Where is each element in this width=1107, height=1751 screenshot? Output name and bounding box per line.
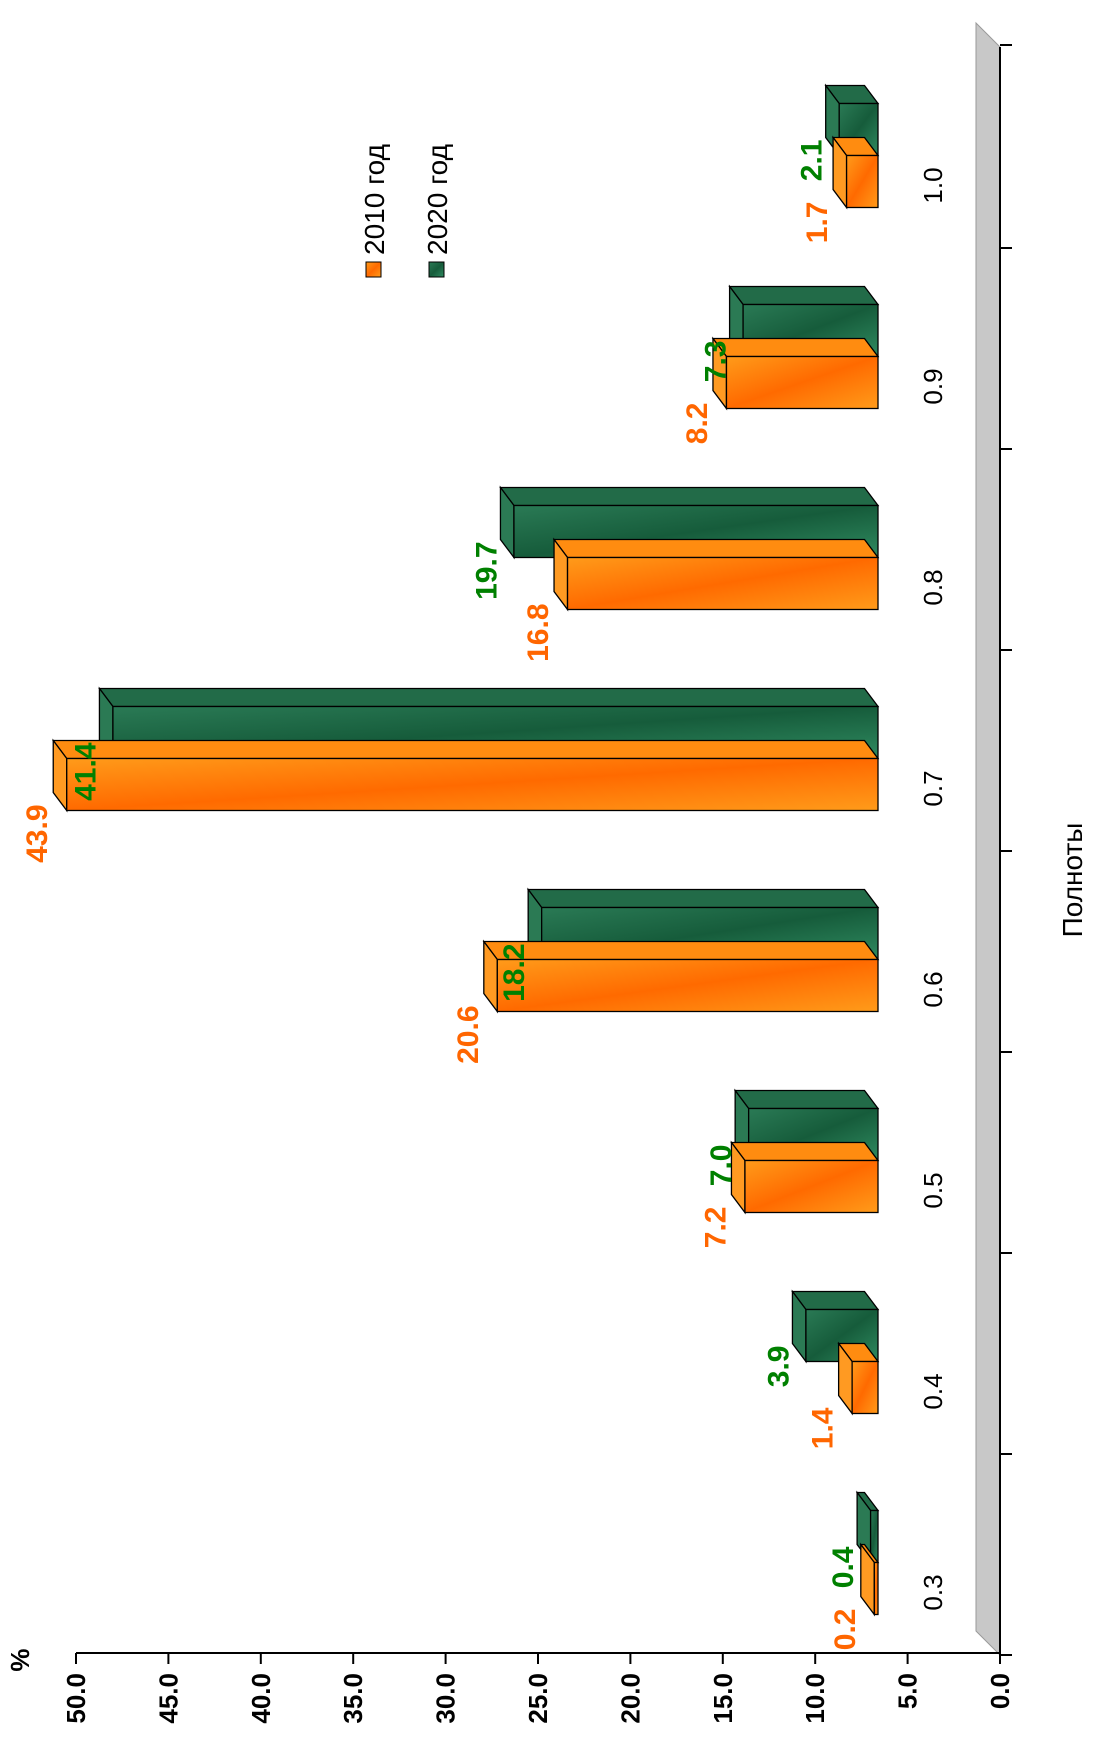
value-ticks: 0.0 5.0 10.0 15.0 20.0 25.0 30.0 35.0 40.0 45.0 50… (61, 1653, 1015, 1724)
value-label-2020: 18.2 (498, 944, 531, 1002)
bar-2020-side (728, 285, 880, 306)
bar-2010-side (552, 538, 880, 559)
value-tick-label: 15.0 (708, 1673, 738, 1724)
category-tick-label: 0.6 (918, 971, 948, 1007)
bar-2010 (831, 135, 880, 210)
value-tick-label: 35.0 (338, 1673, 368, 1724)
value-label-2010: 16.8 (522, 604, 555, 662)
legend: 2010 год 2020 год (359, 144, 453, 278)
legend-label-2020: 2020 год (422, 144, 453, 255)
value-tick-label: 10.0 (800, 1673, 830, 1724)
bar-2010 (482, 939, 880, 1014)
category-tick-label: 1.0 (918, 167, 948, 203)
bar-2010-face (744, 1159, 879, 1214)
legend-swatch-2020 (428, 261, 445, 278)
bar-2010 (730, 1140, 880, 1215)
bar-2020-side (98, 687, 880, 708)
value-label-2020: 19.7 (470, 542, 503, 600)
bar-2010-side (711, 337, 880, 358)
value-label-2010: 0.2 (829, 1609, 862, 1651)
bar-2010-side (730, 1141, 880, 1162)
bar-2010 (552, 537, 880, 612)
bar-2010-face (566, 556, 879, 611)
category-tick-label: 0.7 (918, 770, 948, 806)
bar-2020-side (791, 1290, 880, 1311)
bar-2010-face (851, 1360, 879, 1415)
value-tick-label: 30.0 (431, 1673, 461, 1724)
bar-2010-face (845, 154, 879, 209)
category-tick-label: 0.3 (918, 1574, 948, 1610)
value-label-2020: 7.3 (700, 341, 733, 383)
bar-2010-side (51, 739, 880, 760)
value-label-2010: 43.9 (21, 805, 54, 863)
bar-2010-side (482, 940, 880, 961)
bar-2010 (711, 336, 880, 411)
category-tick-label: 0.8 (918, 569, 948, 605)
category-ticks: 0.3 0.4 0.5 0.6 0.7 0.8 0.9 1.0 (918, 44, 1012, 1656)
value-tick-label: 45.0 (153, 1673, 183, 1724)
value-tick-label: 40.0 (246, 1673, 276, 1724)
value-tick-label: 20.0 (615, 1673, 645, 1724)
value-label-2010: 7.2 (699, 1207, 732, 1249)
value-tick-label: 0.0 (985, 1673, 1015, 1709)
value-label-2010: 1.7 (801, 202, 834, 244)
legend-swatch-2010 (365, 261, 382, 278)
bar-2010-face (873, 1561, 879, 1616)
unit-label: % (5, 1648, 35, 1671)
bar-2010-face (725, 355, 879, 410)
value-label-2020: 7.0 (705, 1145, 738, 1187)
category-axis-title: Полноты (1057, 823, 1088, 938)
value-tick-label: 25.0 (523, 1673, 553, 1724)
bar-2020-side (733, 1089, 880, 1110)
value-label-2010: 1.4 (807, 1407, 840, 1449)
category-tick-label: 0.4 (918, 1373, 948, 1409)
category-tick-label: 0.9 (918, 368, 948, 404)
value-label-2020: 2.1 (796, 140, 829, 182)
legend-label-2010: 2010 год (359, 144, 390, 255)
bar-2010-face (496, 958, 879, 1013)
bar-2010 (859, 1542, 880, 1617)
value-label-2020: 41.4 (69, 742, 102, 801)
bar-2010-face (66, 757, 879, 812)
bar-2010 (837, 1341, 880, 1416)
value-label-2010: 8.2 (681, 403, 714, 445)
category-tick-label: 0.5 (918, 1172, 948, 1208)
bar-2010 (51, 738, 880, 813)
bar-2020-side (499, 486, 880, 507)
value-tick-label: 50.0 (61, 1673, 91, 1724)
bars (51, 83, 880, 1617)
value-labels: 0.2 0.4 1.4 3.9 7.2 7.0 20.6 18.2 43.9 41.4 16.8 19… (21, 140, 862, 1651)
value-tick-label: 5.0 (893, 1673, 923, 1709)
bar-2020-side (526, 888, 880, 909)
value-label-2020: 0.4 (827, 1546, 860, 1588)
value-label-2010: 20.6 (452, 1006, 485, 1064)
value-label-2020: 3.9 (762, 1346, 795, 1388)
chart-floor (975, 21, 1001, 1657)
